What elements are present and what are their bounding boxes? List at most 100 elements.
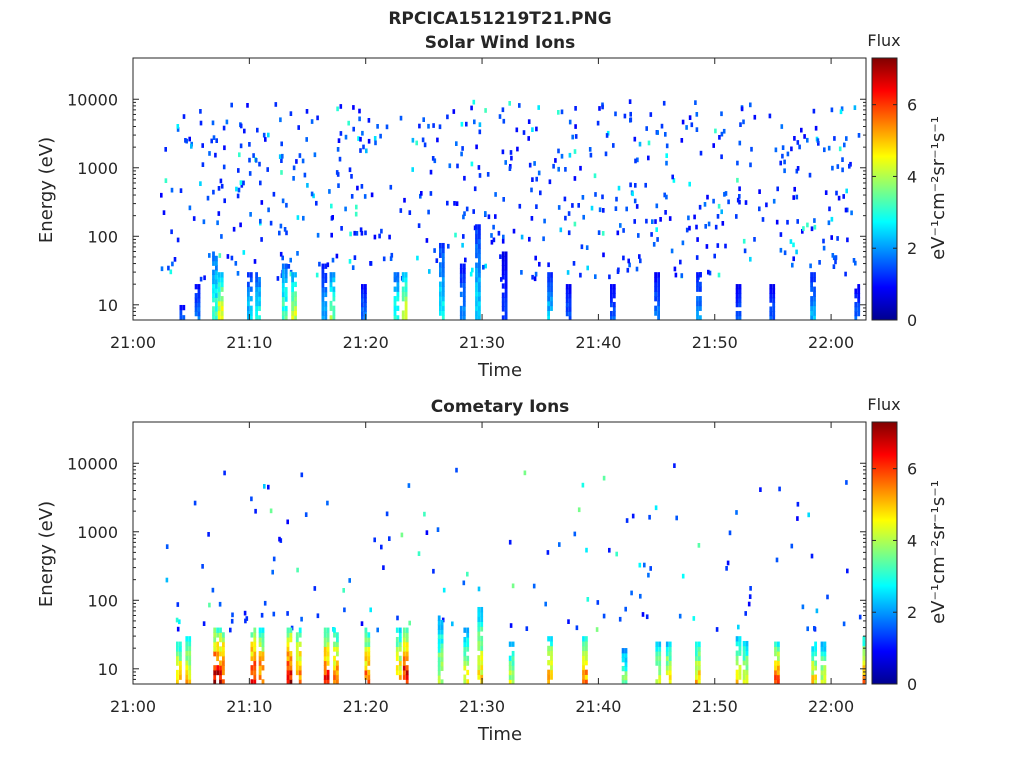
flux-pixel: [535, 176, 538, 182]
flux-pixel: [328, 189, 331, 194]
flux-column: [735, 293, 739, 299]
flux-column: [772, 306, 776, 312]
flux-pixel: [237, 187, 241, 193]
flux-pixel: [498, 114, 502, 119]
flux-column: [624, 661, 628, 667]
flux-column: [405, 632, 409, 638]
flux-column: [324, 301, 328, 307]
flux-column: [298, 627, 302, 633]
flux-column: [295, 636, 299, 643]
flux-pixel: [571, 134, 574, 140]
flux-pixel: [816, 138, 820, 143]
flux-column: [508, 674, 512, 680]
flux-column: [220, 300, 224, 307]
flux-pixel: [463, 175, 466, 181]
flux-column: [286, 674, 290, 680]
flux-column: [463, 636, 467, 643]
flux-column: [478, 300, 481, 307]
panel-title-cometary: Cometary Ions: [431, 397, 570, 417]
flux-pixel: [206, 195, 210, 201]
flux-pixel: [421, 137, 425, 143]
flux-column: [188, 655, 192, 661]
flux-column: [862, 650, 866, 656]
flux-pixel: [280, 170, 283, 175]
flux-column: [612, 310, 616, 317]
flux-column: [222, 669, 225, 676]
flux-column: [261, 632, 265, 638]
flux-column: [332, 272, 336, 278]
flux-pixel: [296, 215, 300, 220]
flux-pixel: [793, 186, 796, 192]
flux-column: [665, 650, 669, 657]
flux-pixel: [845, 188, 848, 194]
flux-column: [215, 269, 218, 275]
flux-column: [697, 641, 701, 647]
y-axis-label: Energy (eV): [36, 137, 57, 243]
flux-column: [294, 300, 297, 307]
flux-column: [857, 288, 861, 294]
flux-pixel: [296, 251, 299, 256]
flux-pixel: [351, 265, 355, 270]
flux-pixel: [335, 253, 339, 259]
flux-pixel: [639, 593, 642, 599]
flux-column: [405, 636, 409, 643]
flux-pixel: [602, 475, 606, 481]
flux-pixel: [453, 201, 456, 206]
flux-pixel: [580, 244, 584, 250]
flux-column: [398, 674, 402, 680]
flux-pixel: [652, 242, 656, 247]
flux-column: [738, 301, 742, 308]
flux-column: [439, 295, 442, 302]
flux-column: [213, 646, 217, 652]
flux-column: [197, 297, 201, 303]
flux-column: [777, 650, 780, 657]
flux-column: [326, 627, 330, 633]
flux-pixel: [427, 209, 430, 215]
flux-pixel: [720, 111, 723, 117]
flux-pixel: [721, 221, 725, 226]
flux-column: [657, 286, 660, 292]
flux-column: [255, 305, 258, 311]
flux-column: [367, 655, 371, 662]
flux-pixel: [699, 150, 703, 156]
flux-column: [197, 310, 201, 317]
flux-pixel: [188, 136, 191, 142]
flux-column: [697, 660, 701, 666]
flux-pixel: [356, 185, 359, 191]
flux-pixel: [827, 220, 831, 226]
flux-column: [668, 674, 672, 680]
flux-column: [212, 283, 215, 289]
flux-column: [321, 291, 325, 298]
flux-pixel: [223, 198, 226, 204]
flux-column: [565, 293, 569, 299]
flux-pixel: [792, 242, 795, 248]
flux-column: [695, 650, 698, 657]
flux-pixel: [637, 233, 640, 238]
flux-pixel: [648, 514, 651, 520]
flux-pixel: [547, 262, 550, 268]
flux-pixel: [515, 127, 519, 133]
flux-column: [250, 655, 254, 662]
flux-pixel: [456, 163, 459, 169]
flux-column: [401, 315, 405, 320]
flux-pixel: [502, 118, 506, 124]
flux-pixel: [252, 153, 255, 158]
flux-column: [612, 301, 616, 308]
flux-column: [439, 310, 442, 316]
flux-column: [405, 674, 409, 680]
flux-column: [654, 291, 657, 297]
x-tick-label: 21:50: [692, 697, 738, 716]
flux-pixel: [740, 106, 744, 112]
flux-pixel: [537, 170, 541, 176]
flux-pixel: [533, 161, 536, 166]
flux-column: [401, 286, 405, 292]
flux-column: [255, 281, 258, 288]
y-tick-label: 10000: [67, 454, 118, 473]
flux-column: [665, 660, 669, 666]
flux-column: [284, 315, 288, 320]
flux-column: [220, 305, 224, 311]
flux-column: [814, 674, 817, 680]
flux-pixel: [295, 159, 298, 164]
flux-pixel: [435, 258, 439, 263]
flux-pixel: [369, 607, 372, 613]
